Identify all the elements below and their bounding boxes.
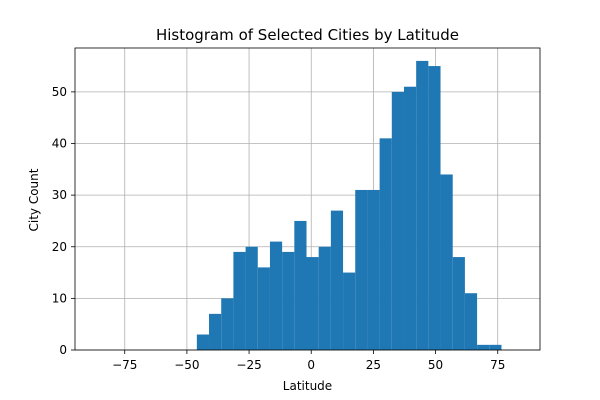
histogram-bar [489, 344, 502, 350]
bars-layer [196, 60, 502, 351]
histogram-bar [464, 293, 478, 350]
x-tick-label: 75 [490, 358, 505, 372]
histogram-bar [306, 257, 319, 350]
histogram-bar [440, 174, 453, 350]
histogram-bar [330, 210, 344, 350]
histogram-bar [391, 91, 404, 350]
histogram-bar [269, 241, 283, 350]
x-tick-label: 50 [428, 358, 443, 372]
y-tick-label: 40 [52, 137, 67, 151]
ticks-layer: −75 −50 −25 0 25 50 75 0 10 20 30 40 50 [52, 85, 506, 372]
x-tick-label: 25 [366, 358, 381, 372]
histogram-bar [209, 313, 222, 350]
histogram-bar [245, 246, 258, 350]
histogram-bar [452, 257, 465, 350]
x-tick-label: 0 [307, 358, 315, 372]
chart-title: Histogram of Selected Cities by Latitude [156, 26, 459, 44]
y-tick-label: 10 [52, 291, 67, 305]
y-tick-label: 30 [52, 188, 67, 202]
x-axis-label: Latitude [283, 379, 332, 393]
x-tick-label: −75 [112, 358, 137, 372]
y-axis-label: City Count [27, 168, 41, 231]
histogram-bar [428, 66, 441, 351]
plot-frame [74, 47, 541, 351]
histogram-bar [282, 251, 295, 350]
histogram-bar [233, 251, 246, 350]
histogram-bar [318, 246, 331, 350]
histogram-bar [403, 86, 417, 350]
histogram-bar [196, 334, 210, 350]
histogram-bar [367, 189, 380, 350]
x-tick-label: −50 [174, 358, 199, 372]
histogram-bar [221, 298, 234, 350]
histogram-bar [355, 189, 368, 350]
y-tick-label: 0 [59, 343, 67, 357]
axes-layer [74, 47, 541, 351]
histogram-bar [343, 272, 356, 350]
y-tick-label: 50 [52, 85, 67, 99]
histogram-bar [379, 138, 392, 350]
y-tick-label: 20 [52, 240, 67, 254]
histogram-bar [257, 267, 270, 350]
histogram-bar [477, 344, 490, 350]
histogram-bar [294, 220, 307, 350]
x-tick-label: −25 [236, 358, 261, 372]
histogram-bar [416, 60, 429, 351]
